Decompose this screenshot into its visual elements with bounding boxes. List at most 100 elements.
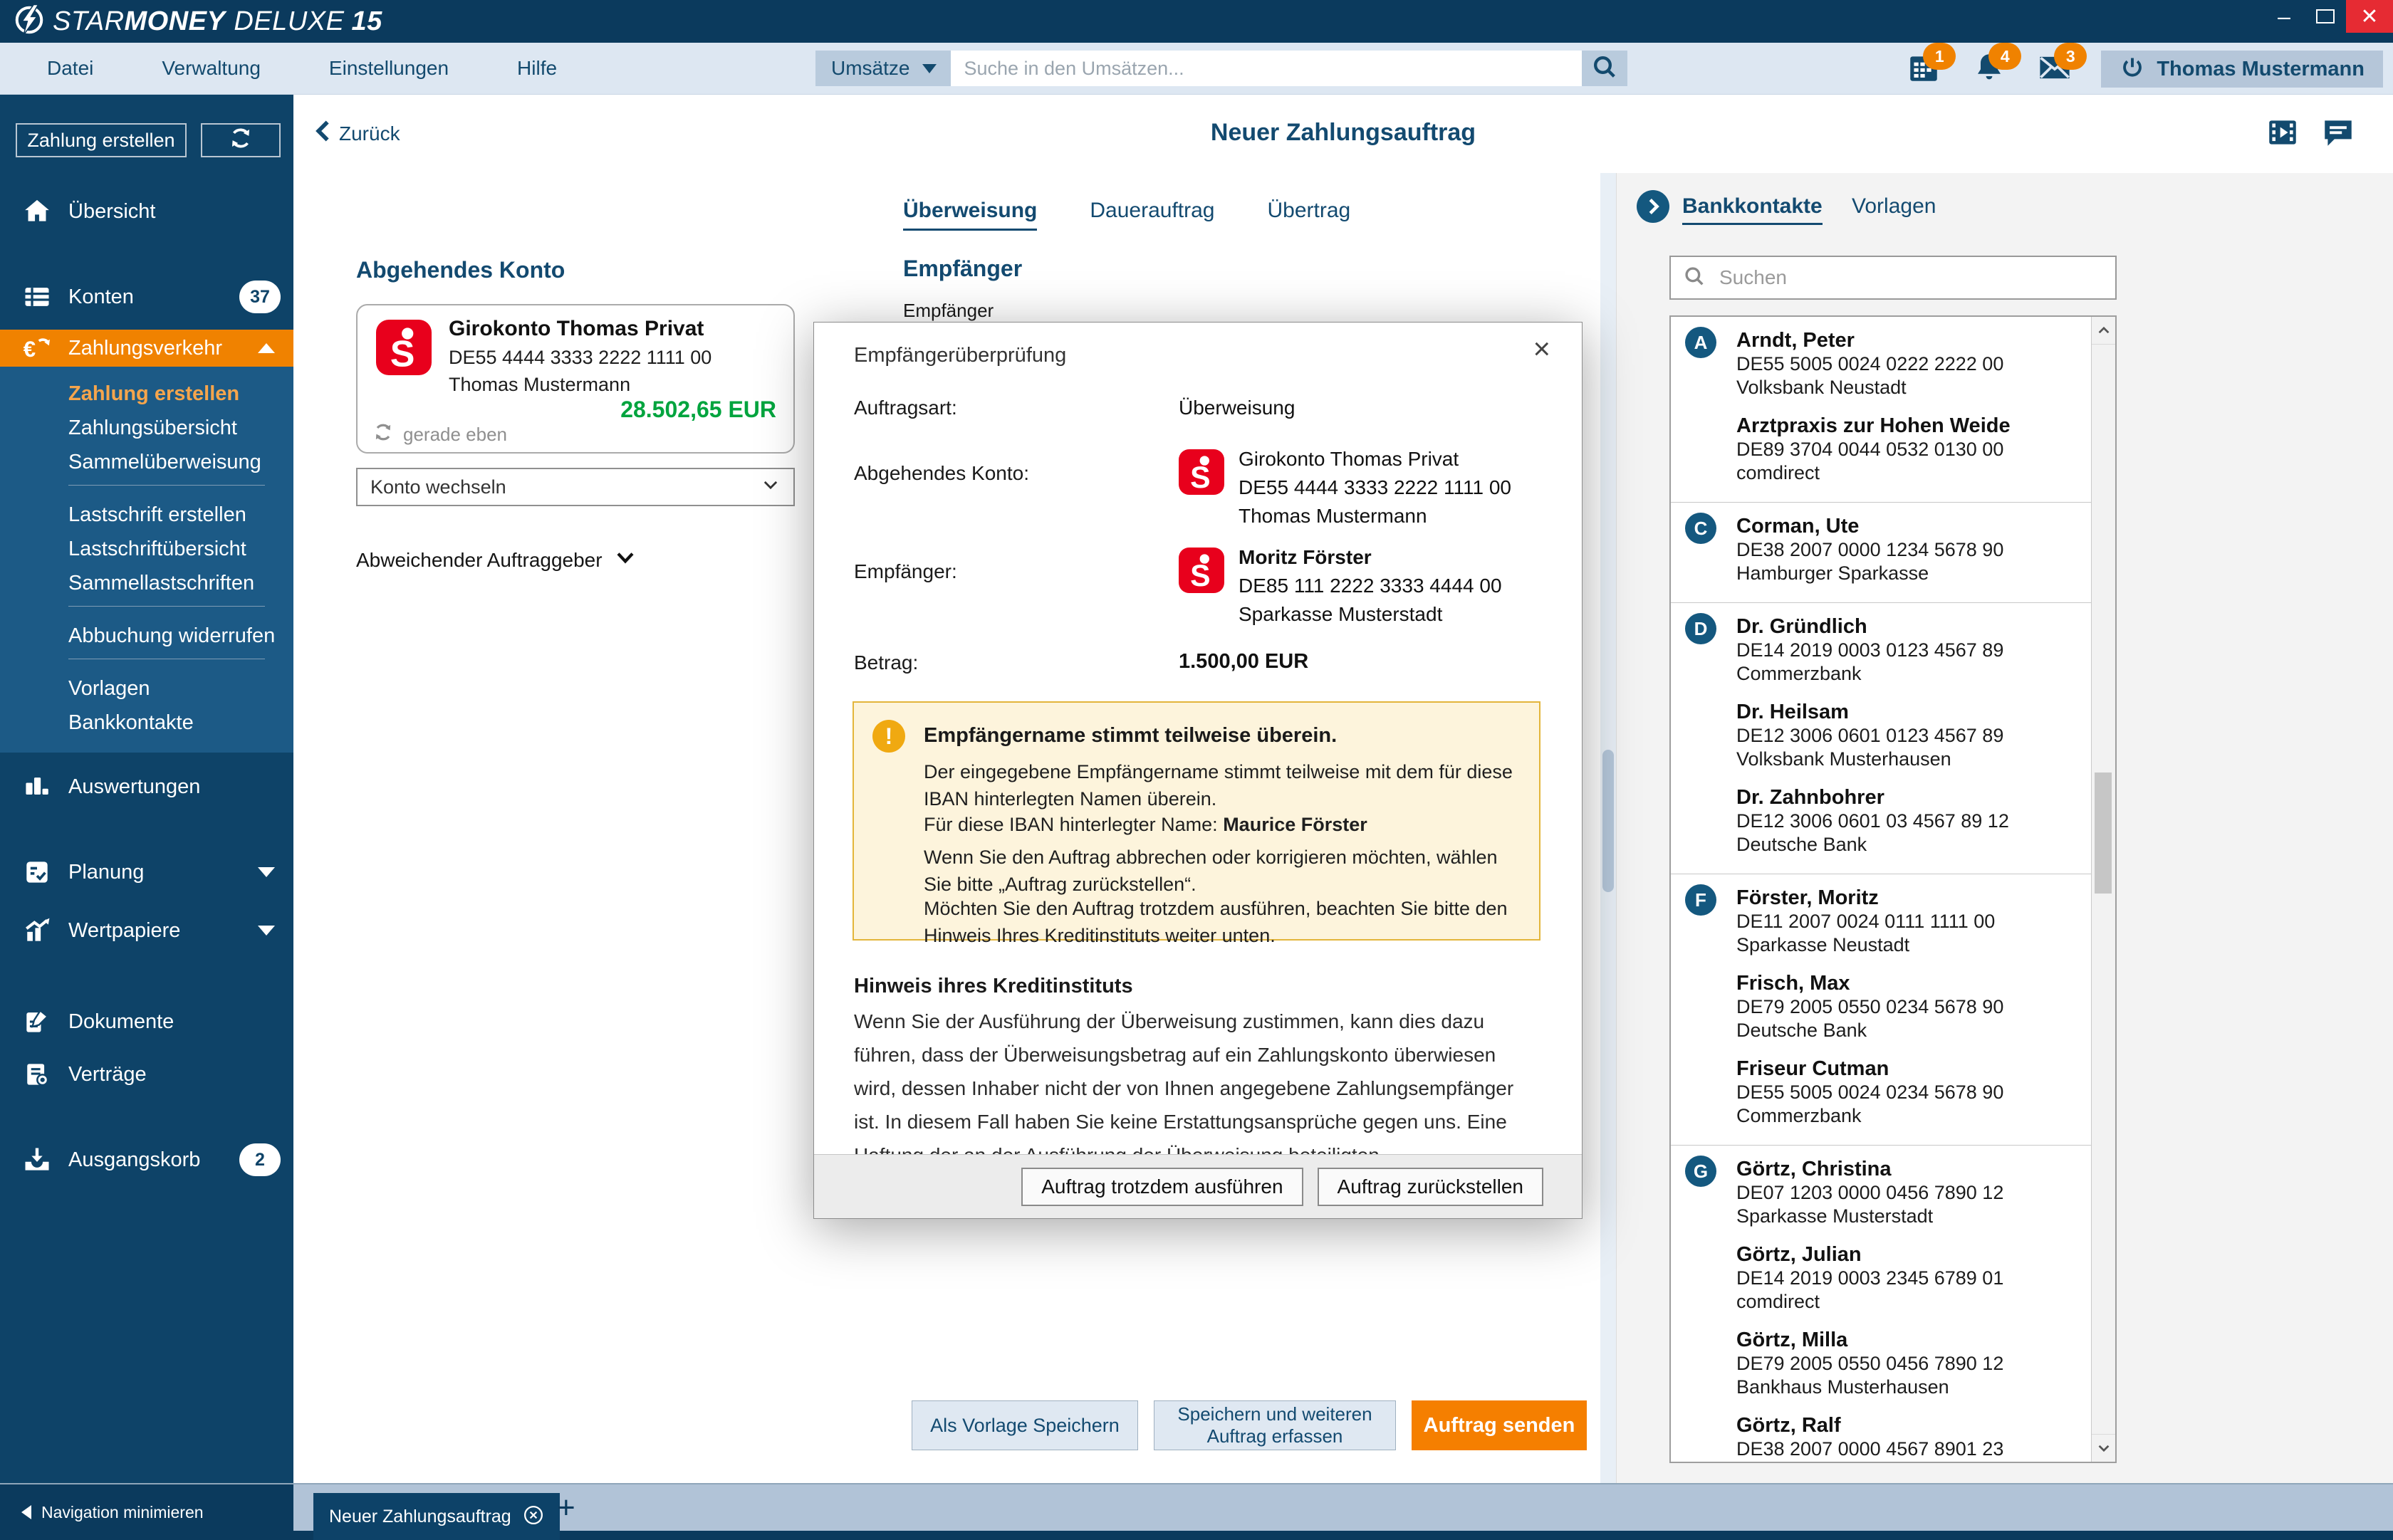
contact-entry[interactable]: Görtz, Milla DE79 2005 0550 0456 7890 12… [1736,1328,2082,1399]
search-scope-dropdown[interactable]: Umsätze [815,51,952,86]
form-scrollbar[interactable] [1600,173,1616,1483]
submenu-sammellastschriften[interactable]: Sammellastschriften [68,572,255,594]
postpone-order-button[interactable]: Auftrag zurückstellen [1317,1167,1543,1206]
amount-value: 1.500,00 EUR [1179,650,1309,673]
contact-entry[interactable]: Dr. Gründlich DE14 2019 0003 0123 4567 8… [1736,614,2082,686]
outgoing-account-heading: Abgehendes Konto [356,257,565,283]
save-as-template-button[interactable]: Als Vorlage Speichern [912,1400,1138,1450]
sidebar-item-ausgangskorb[interactable]: Ausgangskorb 2 [0,1141,293,1178]
contact-entry[interactable]: Förster, Moritz DE11 2007 0024 0111 1111… [1736,886,2082,957]
group-letter-badge: F [1685,884,1716,916]
messages-button[interactable]: 3 [2035,43,2087,88]
tab-dauerauftrag[interactable]: Dauerauftrag [1090,199,1215,222]
recipient-verification-dialog: Empfängerüberprüfung × Auftragsart: Über… [813,322,1583,1219]
group-letter-badge: G [1685,1156,1716,1187]
contacts-scrollbar[interactable] [2091,317,2115,1462]
back-button[interactable]: Zurück [315,120,400,147]
contact-entry[interactable]: Görtz, Christina DE07 1203 0000 0456 789… [1736,1157,2082,1228]
collapse-panel-button[interactable] [1637,190,1669,223]
submenu-lastschriftuebersicht[interactable]: Lastschriftübersicht [68,538,246,560]
search-button[interactable] [1582,51,1628,86]
contact-iban: DE07 1203 0000 0456 7890 12 [1736,1182,2004,1203]
calendar-button[interactable]: 1 [1904,43,1956,88]
media-tour-icon[interactable] [2265,115,2300,154]
contact-name: Frisch, Max [1736,972,1850,995]
contact-iban: DE89 3704 0044 0532 0130 00 [1736,439,2004,460]
close-button[interactable]: ✕ [2346,0,2393,33]
contact-entry[interactable]: Corman, Ute DE38 2007 0000 1234 5678 90 … [1736,514,2082,585]
contacts-search-input[interactable] [1718,266,2104,290]
sidebar-item-konten[interactable]: Konten 37 [0,278,293,315]
sidebar-item-wertpapiere[interactable]: Wertpapiere [0,912,293,949]
outgoing-account-card: S Girokonto Thomas Privat DE55 4444 3333… [356,304,795,454]
scroll-up-button[interactable] [2092,317,2115,345]
user-session-button[interactable]: Thomas Mustermann [2101,51,2383,88]
contact-entry[interactable]: Friseur Cutman DE55 5005 0024 0234 5678 … [1736,1057,2082,1128]
tab-vorlagen[interactable]: Vorlagen [1852,194,1936,218]
notifications-button[interactable]: 4 [1970,43,2022,88]
tab-ueberweisung[interactable]: Überweisung [903,199,1038,231]
page-header: Zurück Neuer Zahlungsauftrag [293,95,2393,173]
save-and-new-button[interactable]: Speichern und weiteren Auftrag erfassen [1154,1400,1396,1450]
chevron-down-icon [258,926,275,936]
contact-entry[interactable]: Görtz, Julian DE14 2019 0003 2345 6789 0… [1736,1242,2082,1314]
submenu-zahlung-erstellen[interactable]: Zahlung erstellen [68,382,240,405]
maximize-icon [2316,9,2335,23]
create-payment-button[interactable]: Zahlung erstellen [16,123,187,157]
topbar-icons: 1 4 3 Thomas Mustermann [1904,43,2383,88]
maximize-button[interactable] [2305,9,2346,23]
sync-button[interactable] [201,123,281,157]
minimize-button[interactable]: – [2278,4,2290,29]
stocks-chart-icon [21,915,53,946]
search-input[interactable] [951,51,1583,86]
dialog-close-button[interactable]: × [1533,332,1550,365]
menu-verwaltung[interactable]: Verwaltung [162,57,261,79]
submenu-lastschrift-erstellen[interactable]: Lastschrift erstellen [68,503,246,526]
form-actions: Als Vorlage Speichern Speichern und weit… [912,1400,1587,1450]
sidebar-item-planung[interactable]: Planung [0,854,293,891]
order-type-value: Überweisung [1179,397,1295,419]
contact-name: Arztpraxis zur Hohen Weide [1736,414,2011,437]
menu-datei[interactable]: Datei [47,57,94,79]
contact-entry[interactable]: Arndt, Peter DE55 5005 0024 0222 2222 00… [1736,328,2082,399]
submenu-bankkontakte[interactable]: Bankkontakte [68,711,194,734]
sidebar-item-uebersicht[interactable]: Übersicht [0,193,293,230]
group-letter-badge: D [1685,613,1716,644]
recipient-bank: Sparkasse Musterstadt [1239,603,1443,625]
contact-entry[interactable]: Arztpraxis zur Hohen Weide DE89 3704 004… [1736,414,2082,485]
contacts-search [1669,256,2117,300]
submenu-sammelueberweisung[interactable]: Sammelüberweisung [68,451,261,473]
tab-close-icon[interactable] [523,1504,544,1529]
contact-bank: Deutsche Bank [1736,834,1867,855]
scrollbar-thumb[interactable] [2095,772,2112,894]
menu-einstellungen[interactable]: Einstellungen [328,57,449,79]
submenu-vorlagen[interactable]: Vorlagen [68,677,150,700]
sidebar-item-dokumente[interactable]: Dokumente [0,1003,293,1040]
sidebar-item-zahlungsverkehr[interactable]: € Zahlungsverkehr [0,330,293,367]
divergent-payer-toggle[interactable]: Abweichender Auftraggeber [356,546,637,574]
contact-entry[interactable]: Frisch, Max DE79 2005 0550 0234 5678 90 … [1736,971,2082,1042]
feedback-icon[interactable] [2320,115,2356,154]
scrollbar-thumb[interactable] [1602,750,1614,892]
send-order-button[interactable]: Auftrag senden [1412,1400,1587,1450]
document-tab[interactable]: Neuer Zahlungsauftrag [313,1493,560,1540]
contact-entry[interactable]: Görtz, Ralf DE38 2007 0000 4567 8901 23 … [1736,1413,2082,1462]
switch-account-select[interactable]: Konto wechseln [356,468,795,506]
contact-entry[interactable]: Dr. Zahnbohrer DE12 3006 0601 03 4567 89… [1736,785,2082,857]
svg-text:S: S [1190,559,1210,593]
contact-entry[interactable]: Dr. Heilsam DE12 3006 0601 0123 4567 89 … [1736,700,2082,771]
tab-uebertrag[interactable]: Übertrag [1267,199,1351,222]
contact-iban: DE38 2007 0000 1234 5678 90 [1736,539,2004,560]
submenu-zahlungsuebersicht[interactable]: Zahlungsübersicht [68,417,237,439]
tab-bankkontakte[interactable]: Bankkontakte [1682,194,1823,225]
menu-hilfe[interactable]: Hilfe [517,57,558,79]
minimize-navigation-button[interactable]: Navigation minimieren [0,1484,293,1540]
sidebar-item-label: Wertpapiere [68,918,181,942]
submenu-abbuchung-widerrufen[interactable]: Abbuchung widerrufen [68,624,276,647]
scroll-down-button[interactable] [2092,1434,2115,1462]
new-tab-button[interactable]: + [557,1490,575,1525]
sidebar-item-auswertungen[interactable]: Auswertungen [0,768,293,805]
refresh-icon[interactable] [372,421,395,449]
sidebar-item-vertraege[interactable]: Verträge [0,1056,293,1093]
execute-anyway-button[interactable]: Auftrag trotzdem ausführen [1021,1167,1303,1206]
